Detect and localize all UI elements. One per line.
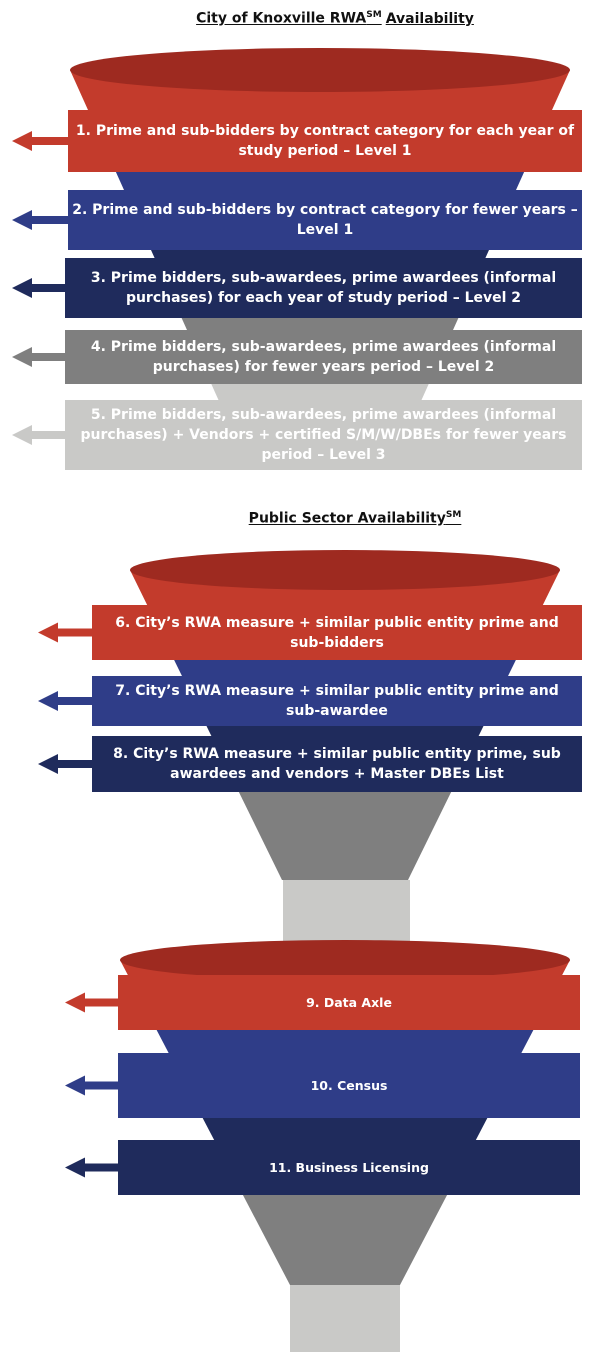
level-label: 5. Prime bidders, sub-awardees, prime aw… — [65, 400, 582, 470]
level-label: 7. City’s RWA measure + similar public e… — [92, 676, 582, 726]
funnel-rim — [130, 550, 560, 590]
level-label: 4. Prime bidders, sub-awardees, prime aw… — [65, 330, 582, 384]
level-label: 3. Prime bidders, sub-awardees, prime aw… — [65, 258, 582, 318]
title-mark: SM — [366, 10, 381, 20]
funnel-rim — [70, 48, 570, 92]
funnel-cone — [182, 318, 459, 330]
funnel-rim — [120, 940, 570, 980]
level-label: 1. Prime and sub-bidders by contract cat… — [68, 110, 582, 172]
section-title: City of Knoxville RWASM Availability — [196, 10, 474, 27]
title-text: City of Knoxville RWA — [196, 11, 366, 27]
funnel-stem — [290, 1285, 400, 1352]
arrow-shaft — [26, 137, 68, 145]
level-label: 9. Data Axle — [118, 975, 580, 1030]
level-label: 11. Business Licensing — [118, 1140, 580, 1195]
funnel-cone — [174, 660, 516, 676]
arrow-head — [65, 1076, 85, 1096]
title-mark: SM — [446, 510, 461, 520]
arrow-head — [12, 278, 32, 298]
level-label: 2. Prime and sub-bidders by contract cat… — [68, 190, 582, 250]
arrow-head — [38, 754, 58, 774]
funnel-cone — [157, 1030, 534, 1053]
page: (() => { const data = JSON.parse(documen… — [0, 0, 596, 1352]
level-label: 8. City’s RWA measure + similar public e… — [92, 736, 582, 792]
title-text: Availability — [386, 11, 474, 27]
funnel-cone — [243, 1195, 447, 1285]
funnel-cone — [151, 250, 489, 258]
arrow-head — [12, 210, 32, 230]
funnel-cone — [206, 726, 483, 736]
title-text: Public Sector Availability — [249, 511, 446, 527]
arrow-head — [38, 691, 58, 711]
arrow-head — [12, 131, 32, 151]
funnel-cone — [116, 172, 524, 190]
section-title: Public Sector AvailabilitySM — [249, 510, 462, 527]
arrow-head — [12, 425, 32, 445]
funnel-stem — [283, 880, 410, 945]
arrow-head — [38, 623, 58, 643]
arrow-head — [12, 347, 32, 367]
arrow-head — [65, 1158, 85, 1178]
arrow-shaft — [26, 216, 68, 224]
funnel-cone — [239, 792, 451, 880]
arrow-head — [65, 993, 85, 1013]
level-label: 10. Census — [118, 1053, 580, 1118]
funnel-cone — [211, 384, 428, 400]
level-label: 6. City’s RWA measure + similar public e… — [92, 605, 582, 660]
funnel-cone — [203, 1118, 488, 1140]
